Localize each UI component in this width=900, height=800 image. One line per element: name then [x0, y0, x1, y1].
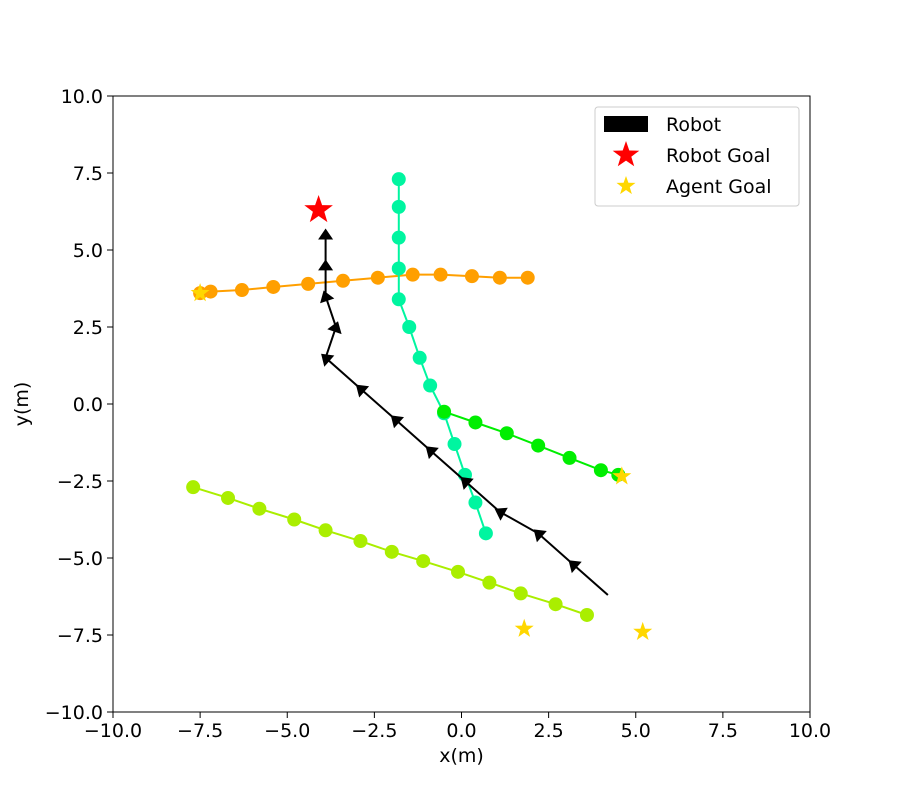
agent-4-point [186, 480, 201, 495]
agent-2-point [412, 350, 427, 365]
agent-4-point [451, 564, 466, 579]
legend-robot-patch [604, 116, 648, 132]
x-tick-label: −7.5 [177, 720, 223, 742]
legend-agent-goal-label: Agent Goal [666, 176, 772, 198]
agent-4-point [384, 544, 399, 559]
agent-2-point [391, 261, 406, 276]
y-axis-label: y(m) [11, 382, 33, 427]
robot-arrow-marker [355, 384, 370, 398]
robot-arrow-marker [425, 446, 439, 460]
agent-1-point [433, 267, 448, 282]
agent-1-point [405, 267, 420, 282]
agent-1-point [234, 283, 249, 298]
agent-4-point [353, 534, 368, 549]
agent-3-point [562, 450, 577, 465]
y-tick-label: 2.5 [73, 317, 103, 339]
agent-goal-star-icon [633, 621, 653, 640]
agent-3-point [437, 404, 452, 419]
agent-2-point [468, 495, 483, 510]
agent-3-point [531, 438, 546, 453]
agent-4-point [579, 607, 594, 622]
x-tick-label: −10.0 [84, 720, 142, 742]
agent-1-point [203, 284, 218, 299]
agent-2-point [391, 292, 406, 307]
agent-3-point [499, 426, 514, 441]
y-tick-label: −7.5 [57, 625, 103, 647]
x-tick-label: −2.5 [351, 720, 397, 742]
agent-4-point [482, 575, 497, 590]
robot-arrow-marker [390, 415, 404, 429]
robot-arrow-marker [494, 507, 508, 521]
agent-1-point [464, 269, 479, 284]
y-tick-label: −5.0 [57, 548, 103, 570]
legend-robot-goal-label: Robot Goal [666, 145, 770, 167]
x-tick-label: −5.0 [264, 720, 310, 742]
legend-robot-goal-star-icon [612, 141, 640, 167]
robot-arrow-marker [533, 529, 547, 543]
x-tick-label: 2.5 [534, 720, 564, 742]
agent-2-point [391, 199, 406, 214]
plot-area [186, 172, 653, 640]
agent-2-point [423, 378, 438, 393]
x-tick-label: 0.0 [446, 720, 476, 742]
y-tick-label: −2.5 [57, 471, 103, 493]
agent-1-point [492, 270, 507, 285]
y-tick-label: 7.5 [73, 163, 103, 185]
y-tick-label: 0.0 [73, 394, 103, 416]
agent-1-point [520, 270, 535, 285]
agent-2-point [402, 320, 417, 334]
agent-1-point [336, 273, 351, 288]
robot-arrow-marker [318, 259, 334, 271]
agent-2-point [478, 526, 493, 541]
x-tick-label: 10.0 [789, 720, 831, 742]
legend: Robot Robot Goal Agent Goal [594, 106, 800, 207]
agent-4-point [416, 554, 431, 569]
agent-4-point [318, 523, 333, 538]
robot-goal-star-icon [304, 195, 333, 223]
agent-3-point [468, 415, 483, 430]
robot-arrow-marker [460, 477, 474, 490]
robot-arrow-marker [568, 560, 582, 574]
agent-2-point [447, 437, 462, 452]
y-tick-label: −10.0 [45, 702, 103, 724]
agent-1-point [301, 276, 316, 291]
y-tick-label: 5.0 [73, 240, 103, 262]
agent-3-point [593, 463, 608, 478]
agent-4-point [221, 490, 236, 505]
x-axis-label: x(m) [439, 745, 484, 767]
agent-2-point [391, 230, 406, 245]
agent-goal-star-icon [612, 466, 632, 485]
agent-4-point [252, 501, 267, 516]
robot-arrow-marker [327, 321, 342, 335]
agent-goal-star-icon [190, 283, 210, 302]
robot-arrow-marker [321, 353, 335, 367]
agent-1-point [370, 270, 385, 285]
robot-arrow-marker [318, 228, 334, 240]
x-tick-label: 7.5 [708, 720, 738, 742]
agent-4-point [513, 586, 528, 601]
y-tick-label: 10.0 [61, 86, 103, 108]
x-tick-label: 5.0 [621, 720, 651, 742]
legend-robot-label: Robot [666, 114, 721, 136]
agent-4-point [287, 512, 302, 527]
agent-1-point [266, 279, 281, 294]
agent-2-point [391, 172, 406, 187]
legend-agent-goal-star-icon [616, 176, 636, 195]
axis-ticks: −10.0 −7.5 −5.0 −2.5 0.0 2.5 5.0 7.5 10.0 −10.0 −7… [45, 86, 831, 742]
robot-arrow-marker [320, 290, 335, 304]
agent-goal-star-icon [514, 618, 534, 637]
agent-4-point [548, 597, 563, 612]
